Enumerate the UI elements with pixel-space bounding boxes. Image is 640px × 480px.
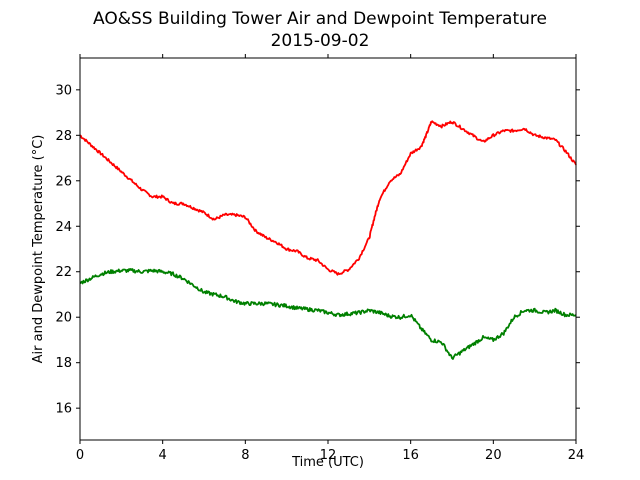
y-tick-label: 22 xyxy=(55,265,72,280)
x-axis-label: Time (UTC) xyxy=(291,455,364,470)
x-axis: 0 4 8 12 16 20 24 xyxy=(76,54,584,463)
y-tick-label: 16 xyxy=(55,402,72,417)
series-line-0 xyxy=(79,120,577,276)
y-axis: 16 18 20 22 24 26 28 30 xyxy=(55,83,580,417)
y-axis-label: Air and Dewpoint Temperature (°C) xyxy=(31,135,46,364)
plot-frame xyxy=(79,57,577,441)
x-tick-label: 20 xyxy=(485,448,502,463)
y-tick-label: 20 xyxy=(55,311,72,326)
x-tick-label: 24 xyxy=(568,448,585,463)
y-tick-label: 28 xyxy=(55,129,72,144)
x-tick-label: 4 xyxy=(159,448,167,463)
y-tick-label: 24 xyxy=(55,220,72,235)
y-tick-label: 26 xyxy=(55,174,72,189)
x-tick-label: 16 xyxy=(402,448,419,463)
series-line-1 xyxy=(79,268,577,360)
y-tick-label: 30 xyxy=(55,83,72,98)
chart-subtitle: 2015-09-02 xyxy=(271,31,370,51)
chart-title: AO&SS Building Tower Air and Dewpoint Te… xyxy=(93,9,547,29)
x-tick-label: 0 xyxy=(76,448,84,463)
y-tick-label: 18 xyxy=(55,356,72,371)
x-tick-label: 8 xyxy=(241,448,249,463)
x-tick-label: 12 xyxy=(320,448,337,463)
series-layer xyxy=(79,120,577,360)
